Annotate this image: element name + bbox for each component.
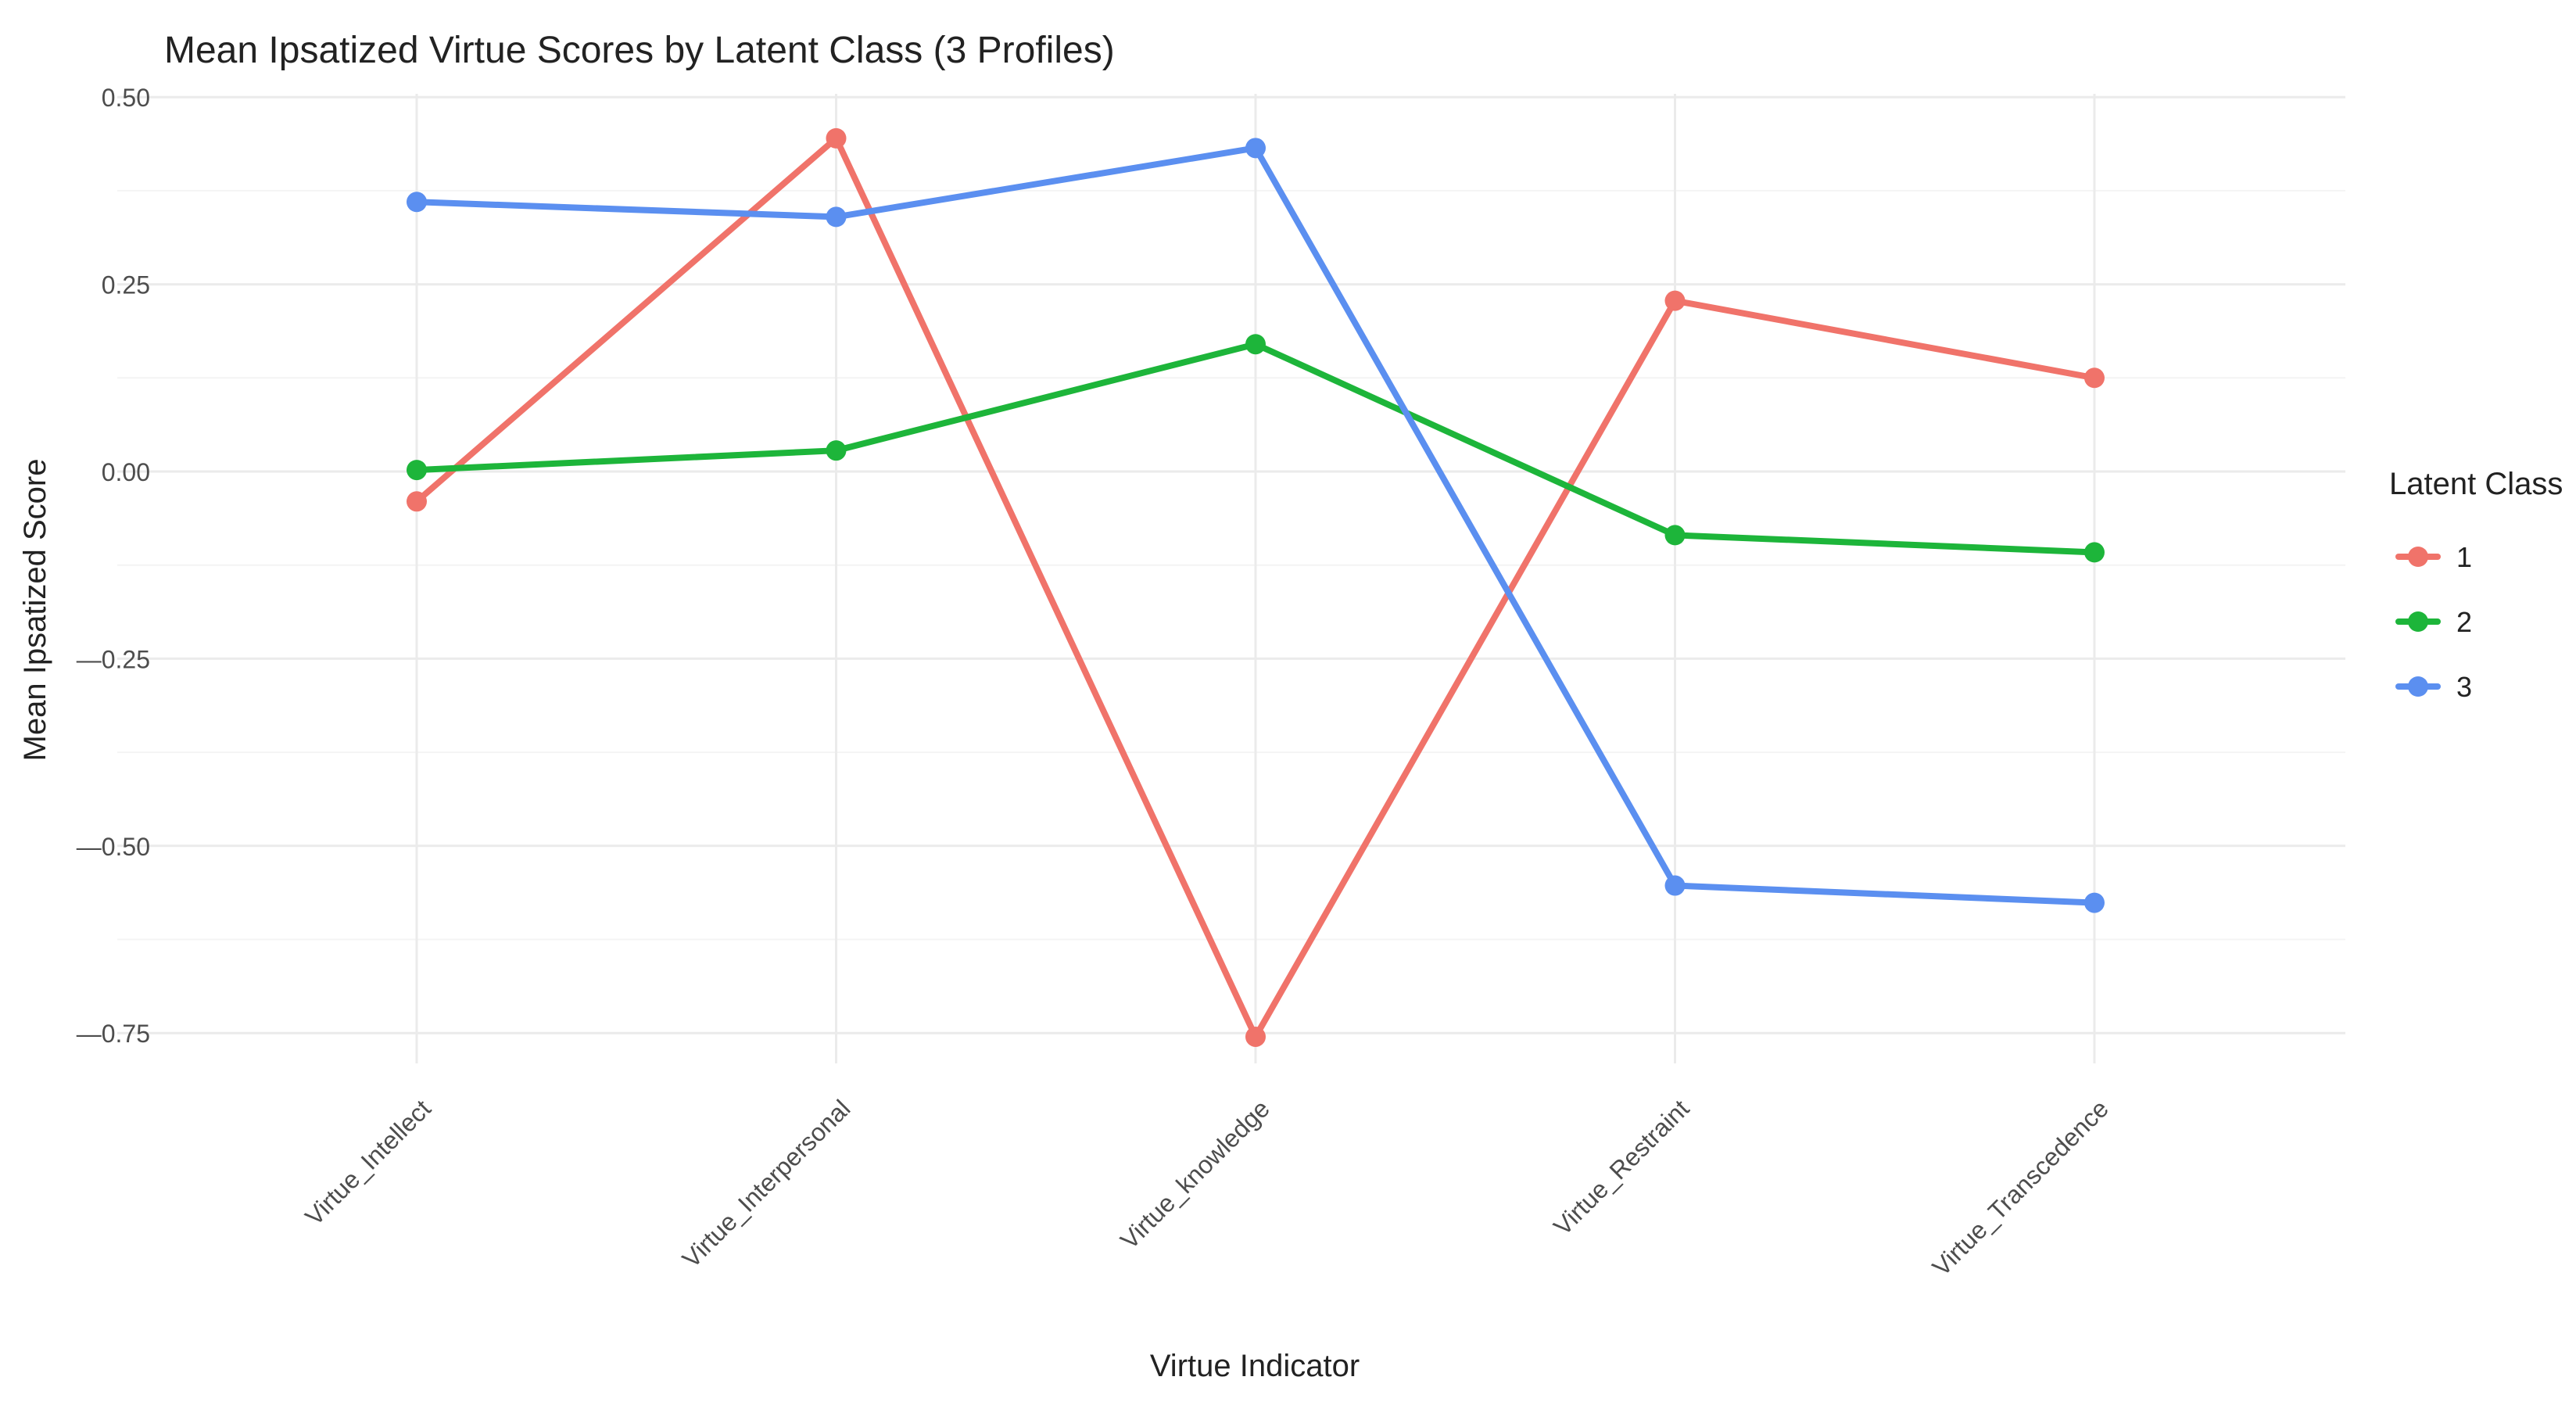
series-layer xyxy=(407,127,2105,1047)
legend-item: 3 xyxy=(2395,671,2472,703)
legend-key-point xyxy=(2408,611,2428,632)
legend-title: Latent Class xyxy=(2389,467,2563,501)
chart-title: Mean Ipsatized Virtue Scores by Latent C… xyxy=(164,30,1115,71)
data-point-class-2 xyxy=(1245,334,1266,355)
data-point-class-1 xyxy=(1245,1026,1266,1047)
legend-label: 3 xyxy=(2456,671,2472,703)
y-tick-label: —0.25 xyxy=(77,645,150,673)
data-point-class-1 xyxy=(826,127,847,149)
data-point-class-3 xyxy=(1664,875,1686,896)
data-point-class-2 xyxy=(2084,542,2105,563)
legend-key-point xyxy=(2408,547,2428,567)
legend-item: 1 xyxy=(2395,541,2472,573)
legend: Latent Class 1 2 3 xyxy=(2389,467,2563,703)
data-point-class-3 xyxy=(407,192,427,213)
legend-label: 1 xyxy=(2456,541,2472,573)
y-tick-label: 0.50 xyxy=(102,84,150,112)
legend-item: 2 xyxy=(2395,606,2472,638)
data-point-class-2 xyxy=(1664,525,1686,546)
data-point-class-2 xyxy=(826,440,847,461)
x-axis-title: Virtue Indicator xyxy=(1150,1349,1360,1383)
legend-items: 1 2 3 xyxy=(2395,541,2472,703)
data-point-class-3 xyxy=(1245,138,1266,159)
data-point-class-1 xyxy=(407,491,427,512)
y-tick-label: 0.25 xyxy=(102,271,150,299)
data-point-class-2 xyxy=(407,460,427,481)
data-point-class-3 xyxy=(2084,892,2105,913)
data-point-class-3 xyxy=(826,206,847,228)
grid-lines xyxy=(117,94,2345,1063)
y-tick-label: 0.00 xyxy=(102,458,150,486)
data-point-class-1 xyxy=(2084,367,2105,389)
y-axis-title: Mean Ipsatized Score xyxy=(18,459,52,762)
legend-key-point xyxy=(2408,676,2428,697)
data-point-class-1 xyxy=(1664,290,1686,311)
y-tick-label: —0.50 xyxy=(77,833,150,861)
y-tick-label: —0.75 xyxy=(77,1020,150,1048)
legend-label: 2 xyxy=(2456,606,2472,638)
